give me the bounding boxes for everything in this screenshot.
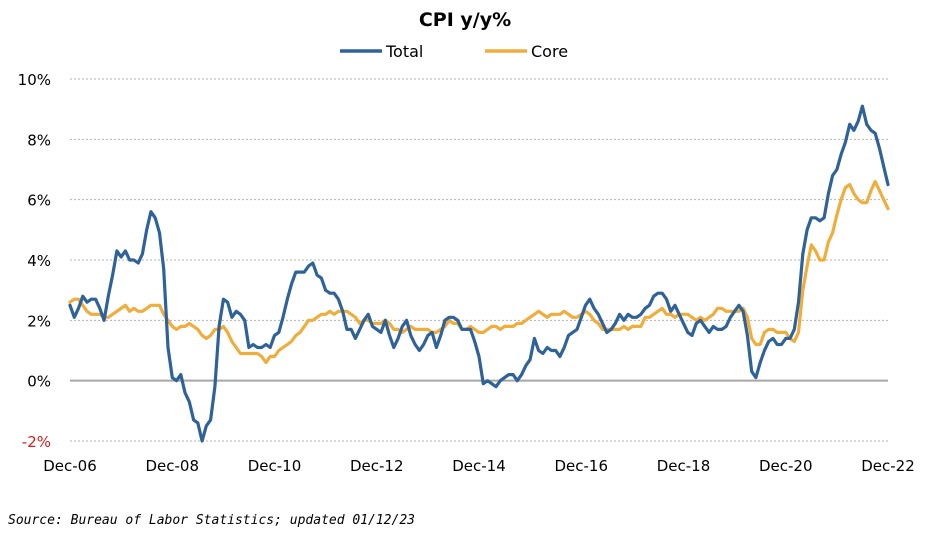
x-tick-label: Dec-20 bbox=[759, 457, 813, 475]
x-tick-label: Dec-06 bbox=[43, 457, 97, 475]
x-tick-label: Dec-08 bbox=[145, 457, 199, 475]
legend-label-total: Total bbox=[385, 42, 423, 61]
y-tick-label: 10% bbox=[18, 71, 51, 89]
y-tick-label: 0% bbox=[27, 373, 51, 391]
y-tick-label: 2% bbox=[27, 312, 51, 330]
x-tick-label: Dec-10 bbox=[248, 457, 302, 475]
y-tick-label: 8% bbox=[27, 131, 51, 149]
y-tick-label: 4% bbox=[27, 252, 51, 270]
series-line-core bbox=[68, 180, 890, 365]
legend-label-core: Core bbox=[531, 42, 568, 61]
chart-title: CPI y/y% bbox=[419, 9, 511, 31]
x-tick-label: Dec-22 bbox=[861, 457, 915, 475]
x-tick-label: Dec-14 bbox=[452, 457, 506, 475]
series-line-total bbox=[68, 104, 890, 443]
x-tick-label: Dec-12 bbox=[350, 457, 404, 475]
y-tick-label: 6% bbox=[27, 192, 51, 210]
x-tick-label: Dec-18 bbox=[657, 457, 711, 475]
source-note: Source: Bureau of Labor Statistics; upda… bbox=[8, 513, 415, 528]
y-tick-label: -2% bbox=[22, 433, 51, 451]
x-tick-label: Dec-16 bbox=[554, 457, 608, 475]
